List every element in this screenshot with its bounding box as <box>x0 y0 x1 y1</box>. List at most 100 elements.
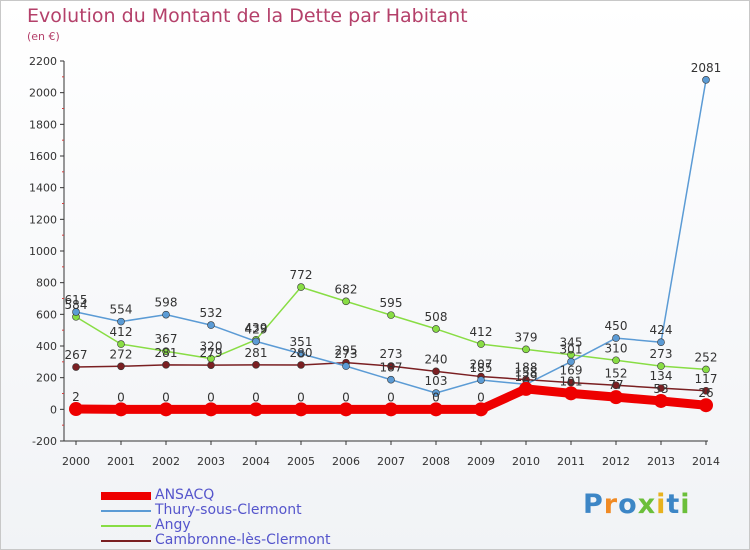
data-label-1: 554 <box>110 303 133 317</box>
data-label-0: 101 <box>560 374 583 388</box>
series-point-0 <box>384 402 398 417</box>
data-label-0: 0 <box>207 390 215 404</box>
data-label-2: 772 <box>290 268 313 282</box>
series-point-1 <box>702 76 710 84</box>
x-tick-label: 2012 <box>602 455 630 468</box>
data-label-3: 280 <box>290 346 313 360</box>
series-point-3 <box>72 363 80 371</box>
series-point-3 <box>657 384 665 392</box>
data-label-2: 412 <box>470 325 493 339</box>
series-point-1 <box>207 321 215 329</box>
data-label-0: 0 <box>297 390 305 404</box>
proxiti-logo: Proxiti <box>583 489 691 520</box>
series-point-2 <box>702 365 710 374</box>
data-label-2: 379 <box>515 330 538 344</box>
data-label-3: 267 <box>65 348 88 362</box>
x-tick-label: 2014 <box>692 455 720 468</box>
y-tick-label: 1000 <box>29 245 57 258</box>
data-label-0: 0 <box>162 390 170 404</box>
data-label-3: 272 <box>110 347 133 361</box>
data-label-1: 273 <box>335 347 358 361</box>
data-label-3: 207 <box>470 358 493 372</box>
data-label-1: 301 <box>560 343 583 357</box>
series-point-3 <box>612 381 620 390</box>
data-label-1: 2081 <box>691 61 722 75</box>
data-label-3: 240 <box>425 352 448 366</box>
series-point-1 <box>117 317 125 326</box>
series-point-0 <box>609 390 623 405</box>
data-label-0: 2 <box>72 390 80 404</box>
series-point-2 <box>162 347 170 356</box>
data-label-2: 412 <box>110 325 133 339</box>
data-label-1: 351 <box>290 335 313 349</box>
x-tick-label: 2007 <box>377 455 405 468</box>
series-point-3 <box>207 361 215 369</box>
data-label-2: 310 <box>605 341 628 355</box>
series-point-1 <box>387 375 395 384</box>
series-point-1 <box>162 310 170 319</box>
series-point-2 <box>297 283 305 291</box>
series-point-0 <box>249 402 263 417</box>
series-point-3 <box>297 361 305 369</box>
legend-swatch-cambronne <box>101 540 151 542</box>
series-point-0 <box>294 402 308 417</box>
y-tick-label: 400 <box>36 340 57 353</box>
series-point-3 <box>162 361 170 369</box>
y-tick-label: 800 <box>36 277 57 290</box>
series-point-3 <box>702 387 710 395</box>
y-tick-label: 2200 <box>29 55 57 68</box>
series-point-1 <box>432 389 440 397</box>
series-point-0 <box>654 393 668 408</box>
data-label-0: 0 <box>432 390 440 404</box>
series-point-1 <box>477 376 485 384</box>
series-point-0 <box>69 402 83 417</box>
data-label-3: 169 <box>560 364 583 378</box>
series-point-0 <box>564 386 578 401</box>
data-label-1: 598 <box>155 296 178 310</box>
x-tick-label: 2000 <box>62 455 90 468</box>
data-label-3: 295 <box>335 344 358 358</box>
legend-swatch-thury <box>101 510 151 512</box>
legend-label: Thury-sous-Clermont <box>155 502 302 518</box>
data-label-0: 26 <box>698 386 713 400</box>
x-tick-label: 2002 <box>152 455 180 468</box>
series-point-3 <box>567 378 575 387</box>
chart-unit: (en €) <box>27 30 60 43</box>
series-point-0 <box>159 402 173 417</box>
data-label-3: 152 <box>605 366 628 380</box>
data-label-1: 450 <box>605 319 628 333</box>
data-label-0: 0 <box>387 390 395 404</box>
data-label-1: 103 <box>425 374 448 388</box>
data-label-3: 273 <box>380 347 403 361</box>
series-point-1 <box>657 338 665 347</box>
data-label-2: 584 <box>65 298 88 312</box>
series-point-1 <box>567 357 575 366</box>
series-point-3 <box>117 362 125 371</box>
y-tick-label: 0 <box>50 403 57 416</box>
series-point-0 <box>519 381 533 396</box>
series-point-0 <box>204 402 218 417</box>
series-point-2 <box>387 311 395 319</box>
data-label-0: 0 <box>252 390 260 404</box>
series-point-2 <box>432 325 440 333</box>
series-point-1 <box>252 337 260 346</box>
data-label-1: 158 <box>515 365 538 379</box>
data-label-1: 185 <box>470 361 493 375</box>
data-label-3: 188 <box>515 361 538 375</box>
series-point-2 <box>657 362 665 370</box>
y-tick-label: 1200 <box>29 213 57 226</box>
data-label-2: 252 <box>695 350 718 364</box>
series-point-0 <box>699 398 713 413</box>
series-point-3 <box>252 361 260 369</box>
data-label-0: 0 <box>117 390 125 404</box>
data-label-0: 53 <box>653 382 668 396</box>
series-point-0 <box>429 402 443 417</box>
data-label-2: 345 <box>560 336 583 350</box>
data-label-2: 595 <box>380 296 403 310</box>
series-point-3 <box>387 362 395 370</box>
series-point-1 <box>612 334 620 342</box>
data-label-3: 134 <box>650 369 673 383</box>
chart-title: Evolution du Montant de la Dette par Hab… <box>27 5 468 27</box>
x-tick-label: 2001 <box>107 455 135 468</box>
